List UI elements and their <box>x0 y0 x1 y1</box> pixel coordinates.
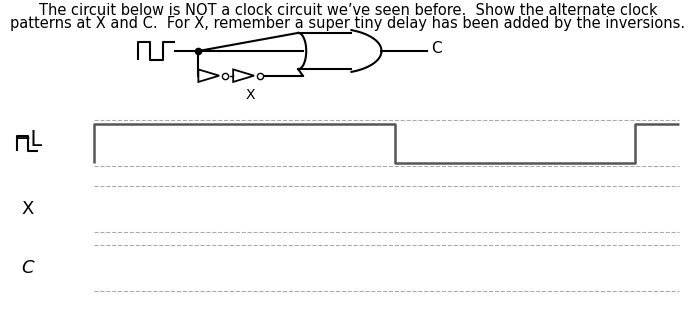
Text: The circuit below is NOT a clock circuit we’ve seen before.  Show the alternate : The circuit below is NOT a clock circuit… <box>39 3 657 18</box>
Text: X: X <box>246 88 255 102</box>
Text: C: C <box>431 41 441 56</box>
Text: ⌐L: ⌐L <box>13 130 42 150</box>
Text: X: X <box>22 200 34 218</box>
Text: patterns at X and C.  For X, remember a super tiny delay has been added by the i: patterns at X and C. For X, remember a s… <box>10 16 686 32</box>
Text: C: C <box>22 259 34 277</box>
